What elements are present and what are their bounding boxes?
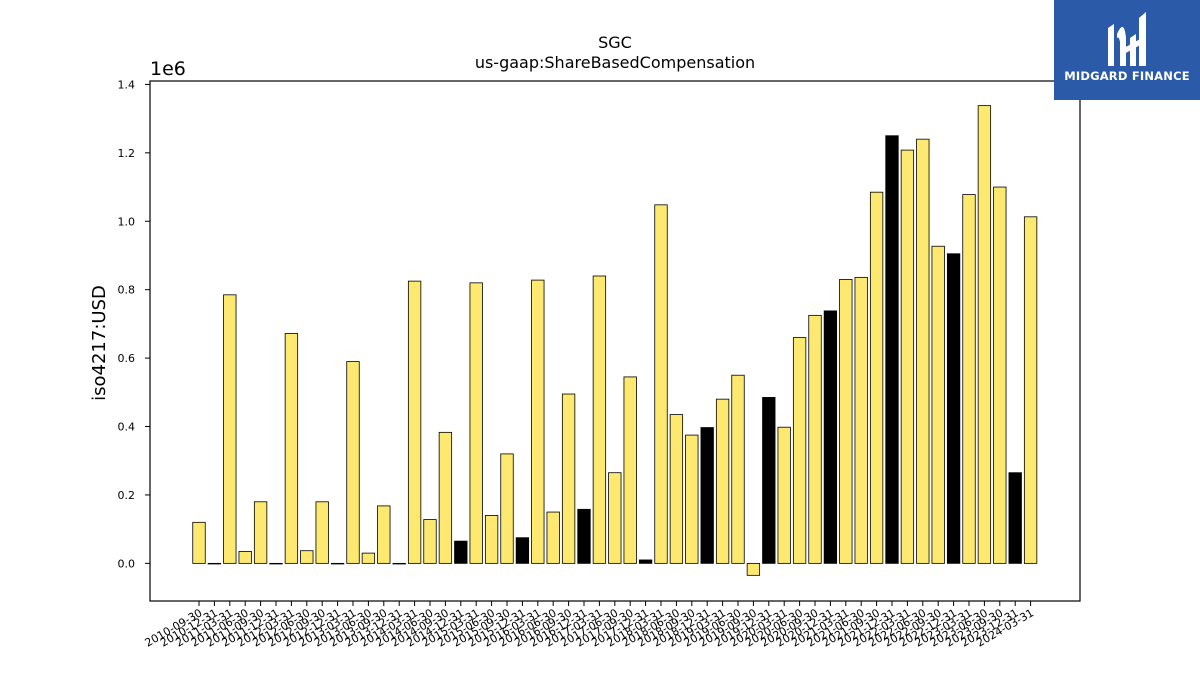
bar-2018-03-31 (654, 204, 668, 564)
bar-2020-12-31 (823, 310, 838, 564)
bar-2015-03-31 (469, 282, 483, 564)
y-axis-label: iso4217:USD (89, 285, 110, 401)
bar-2016-09-30 (561, 393, 576, 564)
bar-2012-03-31 (284, 333, 299, 564)
bar-2011-09-30 (253, 501, 268, 564)
bar-2013-09-30 (377, 505, 391, 564)
bar-2017-03-31 (592, 275, 607, 564)
bar-2015-09-30 (500, 453, 514, 564)
bar-2015-12-31 (515, 537, 530, 564)
bar-2020-03-31 (777, 426, 791, 564)
bar-2014-06-30 (423, 519, 437, 564)
brand-logo: MIDGARD FINANCE (1054, 0, 1200, 100)
bar-2022-03-31 (900, 149, 915, 564)
bar-2016-12-31 (577, 508, 591, 564)
bar-2018-06-30 (669, 414, 684, 564)
bar-2019-12-31 (762, 397, 776, 564)
bar-2014-09-30 (438, 431, 453, 564)
bar-2012-09-30 (315, 501, 329, 564)
y-offset-label: 1e6 (150, 58, 186, 80)
bar-2024-03-31 (1023, 216, 1038, 564)
y-tick-label: 1.2 (118, 147, 136, 160)
bar-2012-06-30 (300, 550, 314, 564)
bar-2021-06-30 (854, 276, 868, 564)
bar-2020-06-30 (792, 337, 807, 564)
bar-2017-06-30 (608, 472, 622, 564)
bar-2017-09-30 (623, 376, 637, 564)
chart-title: SGC (598, 33, 632, 52)
bar-2023-06-30 (977, 105, 992, 564)
bar-2021-12-31 (885, 135, 899, 564)
bar-2017-12-31 (638, 559, 653, 564)
bar-2016-03-31 (531, 279, 545, 564)
y-tick-label: 0.0 (118, 557, 136, 570)
bar-2023-03-31 (962, 194, 976, 564)
bar-2015-06-30 (484, 515, 499, 564)
bar-2010-09-30 (192, 521, 206, 564)
bar-2011-03-31 (223, 294, 237, 564)
bar-2019-09-30 (746, 562, 761, 576)
chart-subtitle: us-gaap:ShareBasedCompensation (475, 53, 755, 72)
y-tick-label: 0.2 (118, 489, 136, 502)
bar-2013-12-31 (392, 562, 406, 565)
bar-2014-03-31 (407, 280, 422, 564)
bar-2011-12-31 (269, 562, 283, 565)
bar-2022-06-30 (916, 138, 930, 564)
plot-area: 0.00.20.40.60.81.01.21.42010-09-302010-1… (118, 78, 1081, 650)
bar-2020-09-30 (808, 314, 822, 564)
bar-2013-03-31 (346, 361, 360, 564)
y-tick-label: 1.4 (118, 78, 136, 91)
y-tick-label: 1.0 (118, 215, 136, 228)
bar-2022-12-31 (946, 253, 961, 564)
bar-2023-12-31 (1008, 472, 1022, 564)
bar-2019-03-31 (715, 398, 730, 564)
bar-2021-03-31 (839, 279, 853, 564)
bar-2016-06-30 (546, 511, 560, 564)
y-tick-label: 0.6 (118, 352, 136, 365)
bar-2023-09-30 (993, 186, 1007, 564)
bar-2018-12-31 (700, 427, 714, 564)
bar-2011-06-30 (238, 550, 252, 564)
bar-2019-06-30 (731, 374, 745, 564)
y-tick-label: 0.4 (118, 421, 136, 434)
bar-2014-12-31 (454, 540, 468, 564)
y-tick-label: 0.8 (118, 284, 136, 297)
bar-2022-09-30 (931, 245, 945, 564)
logo-mark-icon (1108, 12, 1146, 66)
bar-2018-09-30 (685, 434, 699, 564)
brand-name: MIDGARD FINANCE (1064, 69, 1190, 83)
bar-2010-12-31 (207, 562, 222, 565)
bar-2013-06-30 (361, 552, 376, 564)
bar-2021-09-30 (869, 191, 884, 564)
bar-2012-12-31 (330, 562, 345, 565)
